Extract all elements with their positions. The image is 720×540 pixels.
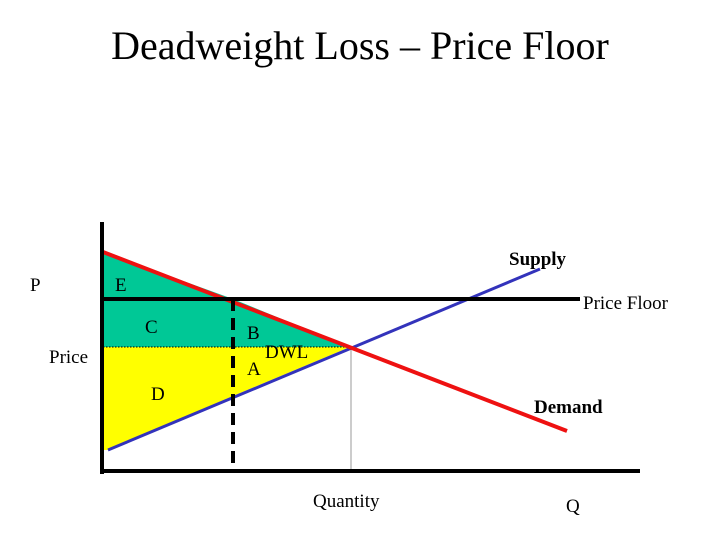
area-b-label: B: [247, 323, 260, 344]
area-d-region: [103, 347, 233, 450]
area-c-region: [103, 299, 233, 347]
supply-label: Supply: [509, 249, 567, 270]
p-axis-label: P: [30, 275, 41, 296]
area-a-label: A: [247, 359, 261, 380]
area-d-label: D: [151, 384, 165, 405]
demand-curve: [102, 250, 568, 433]
slide-title: Deadweight Loss – Price Floor: [111, 23, 609, 68]
price-label: Price: [49, 347, 88, 368]
quantity-label: Quantity: [313, 491, 380, 512]
demand-label: Demand: [534, 397, 603, 418]
price-floor-label: Price Floor: [583, 293, 669, 314]
dwl-label: DWL: [265, 342, 308, 363]
area-e-label: E: [115, 275, 127, 296]
q-axis-label: Q: [566, 496, 580, 517]
area-c-label: C: [145, 317, 158, 338]
